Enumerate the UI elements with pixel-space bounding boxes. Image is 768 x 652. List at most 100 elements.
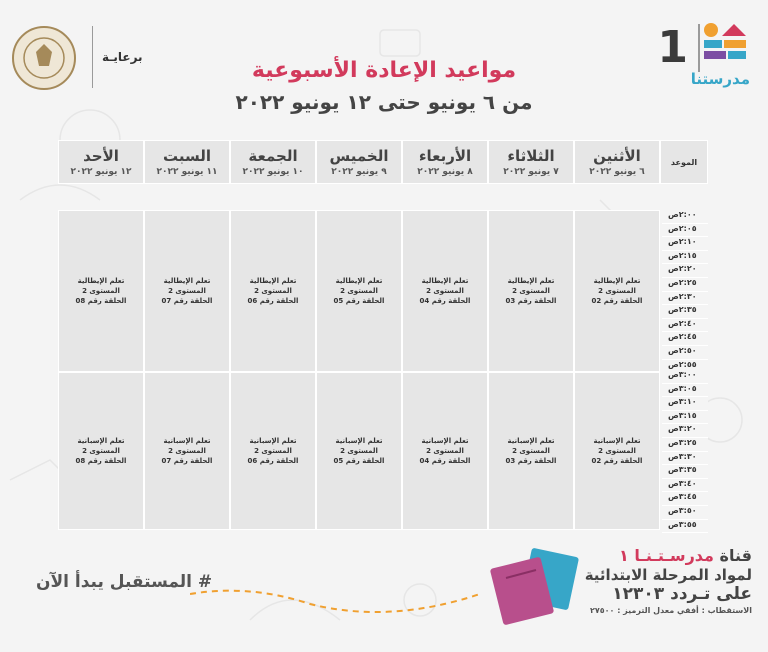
day-date: ١٢ يونيو ٢٠٢٢ — [70, 167, 132, 177]
sponsor-divider — [92, 26, 93, 88]
schedule-cell: تعلم الإيطالية المستوى 2 الحلقة رقم 04 — [402, 210, 488, 372]
time-slot: ٢:٣٠ص — [662, 291, 708, 306]
cell-level: المستوى 2 — [168, 287, 206, 295]
cell-episode: الحلقة رقم 04 — [419, 297, 471, 305]
time-slot: ٣:١٠ص — [662, 397, 708, 411]
schedule-cell: تعلم الإيطالية المستوى 2 الحلقة رقم 08 — [58, 210, 144, 372]
cell-level: المستوى 2 — [340, 447, 378, 455]
schedule-cell: تعلم الإيطالية المستوى 2 الحلقة رقم 05 — [316, 210, 402, 372]
day-name: الأثنين — [593, 147, 641, 165]
cell-subject: تعلم الإيطالية — [77, 277, 125, 285]
cell-subject: تعلم الإيطالية — [249, 277, 297, 285]
cell-level: المستوى 2 — [426, 447, 464, 455]
time-slots-block-2: ٣:٠٠ص ٣:٠٥ص ٣:١٠ص ٣:١٥ص ٣:٢٠ص ٣:٢٥ص ٣:٣٠… — [662, 370, 708, 534]
page-title: مواعيد الإعادة الأسبوعية — [251, 58, 517, 83]
cell-level: المستوى 2 — [598, 287, 636, 295]
time-slot: ٣:٠٠ص — [662, 370, 708, 384]
cell-subject: تعلم الإيطالية — [421, 277, 469, 285]
sponsor-label: برعايـة — [102, 50, 143, 64]
time-slot: ٣:٠٥ص — [662, 383, 708, 398]
cell-subject: تعلم الإيطالية — [163, 277, 211, 285]
day-header-thursday: الخميس ٩ يونيو ٢٠٢٢ — [316, 140, 402, 184]
day-date: ٦ يونيو ٢٠٢٢ — [589, 167, 645, 177]
cell-episode: الحلقة رقم 04 — [419, 457, 471, 465]
cell-episode: الحلقة رقم 08 — [75, 297, 127, 305]
eagle-emblem-icon — [23, 37, 65, 79]
day-name: السبت — [162, 147, 212, 165]
time-slot: ٣:٣٥ص — [662, 465, 708, 479]
logo-wordmark: مدرستنا — [690, 70, 750, 88]
schedule-cell: تعلم الإيطالية المستوى 2 الحلقة رقم 07 — [144, 210, 230, 372]
cell-level: المستوى 2 — [340, 287, 378, 295]
cell-episode: الحلقة رقم 07 — [161, 297, 213, 305]
day-headers: الأثنين ٦ يونيو ٢٠٢٢ الثلاثاء ٧ يونيو ٢٠٢٢… — [58, 140, 660, 184]
cell-episode: الحلقة رقم 05 — [333, 457, 385, 465]
cell-subject: تعلم الإسبانية — [507, 437, 555, 445]
schedule-cell: تعلم الإسبانية المستوى 2 الحلقة رقم 03 — [488, 372, 574, 530]
day-header-sunday: الأحد ١٢ يونيو ٢٠٢٢ — [58, 140, 144, 184]
channel-prefix: قناة — [719, 546, 752, 565]
notebooks-icon — [490, 548, 579, 625]
time-slot: ٣:٢٥ص — [662, 437, 708, 452]
cell-level: المستوى 2 — [254, 287, 292, 295]
channel-number: 1 — [657, 22, 688, 73]
schedule-cell: تعلم الإسبانية المستوى 2 الحلقة رقم 07 — [144, 372, 230, 530]
channel-frequency: على تـردد ١٢٣٠٣ — [612, 584, 752, 604]
time-slot: ٣:٢٠ص — [662, 424, 708, 438]
cell-level: المستوى 2 — [168, 447, 206, 455]
cell-episode: الحلقة رقم 08 — [75, 457, 127, 465]
madrasatna-logo-icon — [704, 23, 746, 59]
time-slots-block-1: ٢:٠٠ص ٢:٠٥ص ٢:١٠ص ٢:١٥ص ٢:٢٠ص ٢:٢٥ص ٢:٣٠… — [662, 210, 708, 374]
cell-episode: الحلقة رقم 02 — [591, 457, 643, 465]
cell-level: المستوى 2 — [512, 287, 550, 295]
cell-subject: تعلم الإسبانية — [593, 437, 641, 445]
time-slot: ٢:٢٠ص — [662, 264, 708, 278]
cell-subject: تعلم الإسبانية — [77, 437, 125, 445]
cell-episode: الحلقة رقم 06 — [247, 457, 299, 465]
cell-episode: الحلقة رقم 07 — [161, 457, 213, 465]
slogan-hashtag: # المستقبل يبدأ الآن — [36, 572, 213, 592]
channel-subtitle: لمواد المرحلة الابتدائية — [584, 566, 752, 584]
schedule-cell: تعلم الإسبانية المستوى 2 الحلقة رقم 05 — [316, 372, 402, 530]
cell-level: المستوى 2 — [598, 447, 636, 455]
day-name: الثلاثاء — [507, 147, 555, 165]
time-slot: ٢:١٥ص — [662, 250, 708, 265]
cell-level: المستوى 2 — [426, 287, 464, 295]
cell-episode: الحلقة رقم 05 — [333, 297, 385, 305]
schedule-cell: تعلم الإيطالية المستوى 2 الحلقة رقم 02 — [574, 210, 660, 372]
schedule-block-spanish: تعلم الإسبانية المستوى 2 الحلقة رقم 02 تعل… — [58, 372, 660, 530]
day-header-tuesday: الثلاثاء ٧ يونيو ٢٠٢٢ — [488, 140, 574, 184]
day-date: ٧ يونيو ٢٠٢٢ — [503, 167, 559, 177]
schedule-cell: تعلم الإيطالية المستوى 2 الحلقة رقم 06 — [230, 210, 316, 372]
cell-subject: تعلم الإسبانية — [421, 437, 469, 445]
dashed-path-decoration — [190, 589, 481, 613]
cell-subject: تعلم الإسبانية — [249, 437, 297, 445]
ministry-seal — [12, 26, 76, 90]
channel-title: قناة مدرسـتـنـا ١ — [619, 546, 752, 565]
time-slot: ٣:٤٠ص — [662, 478, 708, 493]
day-date: ١٠ يونيو ٢٠٢٢ — [242, 167, 304, 177]
schedule-cell: تعلم الإسبانية المستوى 2 الحلقة رقم 08 — [58, 372, 144, 530]
day-name: الأربعاء — [418, 147, 472, 165]
cell-episode: الحلقة رقم 06 — [247, 297, 299, 305]
cell-episode: الحلقة رقم 02 — [591, 297, 643, 305]
cell-subject: تعلم الإيطالية — [593, 277, 641, 285]
cell-level: المستوى 2 — [82, 447, 120, 455]
day-name: الجمعة — [248, 147, 298, 165]
time-slot: ٢:٠٠ص — [662, 210, 708, 224]
channel-name: مدرسـتـنـا ١ — [619, 546, 714, 565]
day-name: الأحد — [83, 147, 119, 165]
day-date: ١١ يونيو ٢٠٢٢ — [156, 167, 218, 177]
time-slot: ٢:١٠ص — [662, 237, 708, 251]
day-header-friday: الجمعة ١٠ يونيو ٢٠٢٢ — [230, 140, 316, 184]
schedule-cell: تعلم الإسبانية المستوى 2 الحلقة رقم 02 — [574, 372, 660, 530]
day-date: ٩ يونيو ٢٠٢٢ — [331, 167, 387, 177]
cell-episode: الحلقة رقم 03 — [505, 457, 557, 465]
cell-episode: الحلقة رقم 03 — [505, 297, 557, 305]
page-subtitle: من ٦ يونيو حتى ١٢ يونيو ٢٠٢٢ — [235, 90, 533, 114]
channel-polarization: الاستقطاب : أفقي معدل الترميز : ٢٧٥٠٠ — [589, 606, 752, 615]
cell-subject: تعلم الإسبانية — [335, 437, 383, 445]
cell-level: المستوى 2 — [512, 447, 550, 455]
day-name: الخميس — [329, 147, 389, 165]
cell-level: المستوى 2 — [82, 287, 120, 295]
